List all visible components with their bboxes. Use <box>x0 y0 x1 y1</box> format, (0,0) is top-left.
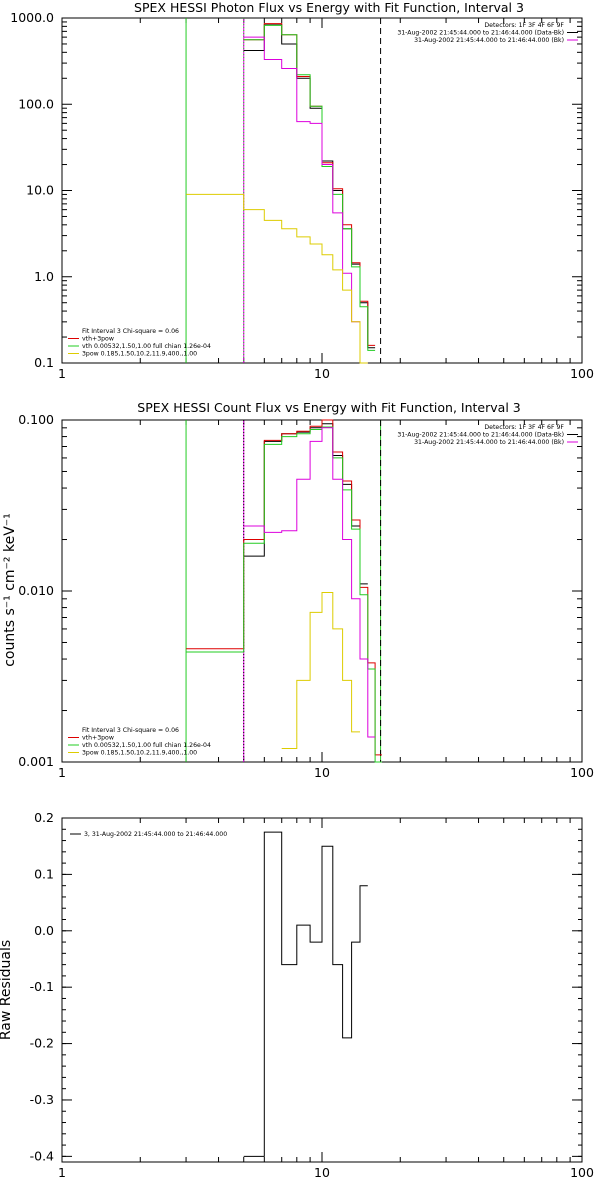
y-tick-label: 0.0 <box>34 923 54 938</box>
y-tick-label: 0.001 <box>18 754 54 769</box>
x-tick-label: 1 <box>58 765 66 780</box>
panel1-title: SPEX HESSI Photon Flux vs Energy with Fi… <box>134 0 524 15</box>
panel2-title: SPEX HESSI Count Flux vs Energy with Fit… <box>137 400 520 415</box>
series-line-4 <box>243 427 376 738</box>
legend-bottom-left-text: vth 0.00532,1.50,1.00 full chian 1.26e-0… <box>82 742 211 749</box>
legend-top-right-text: 31-Aug-2002 21:45:44.000 to 21:46:44.000… <box>397 432 564 439</box>
y-tick-label: -0.2 <box>30 1036 54 1051</box>
legend-bottom-left-text: 3pow 0.185,1.50,10.2,11.9,400.,1.00 <box>82 351 197 358</box>
y-tick-label: 1.0 <box>34 269 54 284</box>
y-tick-label: 100.0 <box>18 96 54 111</box>
panel3-ylabel: Raw Residuals <box>0 940 14 1040</box>
y-tick-label: -0.1 <box>30 979 54 994</box>
legend-bottom-left-text: Fit Interval 3 Chi-square = 0.06 <box>82 328 179 335</box>
legend-bottom-left-text: Fit Interval 3 Chi-square = 0.06 <box>82 727 179 734</box>
legend-top-right-text: 31-Aug-2002 21:45:44.000 to 21:46:44.000… <box>414 37 564 44</box>
y-tick-label: 10.0 <box>26 183 54 198</box>
legend-top-right-text: Detectors: 1F 3F 4F 6F 9F <box>484 22 564 29</box>
x-tick-label: 100 <box>570 765 594 780</box>
panel2-ylabel: counts s⁻¹ cm⁻² keV⁻¹ <box>2 513 18 667</box>
photon-flux-panel: SPEX HESSI Photon Flux vs Energy with Fi… <box>10 0 594 381</box>
series-line-5 <box>186 193 368 364</box>
y-tick-label: 0.2 <box>34 810 54 825</box>
y-tick-label: 0.1 <box>34 866 54 881</box>
series-line-1 <box>243 831 368 1157</box>
count-flux-panel: SPEX HESSI Count Flux vs Energy with Fit… <box>2 400 594 780</box>
x-tick-label: 10 <box>314 1165 330 1180</box>
y-tick-label: 0.100 <box>18 412 54 427</box>
legend-top-right-text: 31-Aug-2002 21:45:44.000 to 21:46:44.000… <box>397 30 564 37</box>
x-tick-label: 10 <box>314 765 330 780</box>
legend-bottom-left-text: vth+3pow <box>82 336 114 343</box>
residuals-panel: Raw Residuals 1 10 100 -0.4 -0.3 -0.2 -0.1 0.0 0… <box>0 810 594 1180</box>
series-line-3 <box>243 24 376 351</box>
y-tick-label: 0.1 <box>34 355 54 370</box>
series-line-3 <box>186 426 382 763</box>
x-tick-label: 10 <box>314 366 330 381</box>
legend-bottom-left-text: 3pow 0.185,1.50,10.2,11.9,400.,1.00 <box>82 750 197 757</box>
y-tick-label: 1000.0 <box>10 10 54 25</box>
y-tick-label: 0.010 <box>18 583 54 598</box>
series-line-5 <box>281 592 360 749</box>
legend-top-right-text: Detectors: 1F 3F 4F 6F 9F <box>484 424 564 431</box>
x-tick-label: 1 <box>58 366 66 381</box>
legend-top-right-text: 31-Aug-2002 21:45:44.000 to 21:46:44.000… <box>414 439 564 446</box>
y-tick-label: -0.4 <box>30 1148 54 1163</box>
legend-bottom-left-text: vth 0.00532,1.50,1.00 full chian 1.26e-0… <box>82 343 211 350</box>
x-tick-label: 100 <box>570 1165 594 1180</box>
legend-bottom-left-text: vth+3pow <box>82 735 114 742</box>
y-tick-label: -0.3 <box>30 1092 54 1107</box>
legend-top-left-text: 3, 31-Aug-2002 21:45:44.000 to 21:46:44.… <box>84 831 227 838</box>
x-tick-label: 100 <box>570 366 594 381</box>
x-tick-label: 1 <box>58 1165 66 1180</box>
